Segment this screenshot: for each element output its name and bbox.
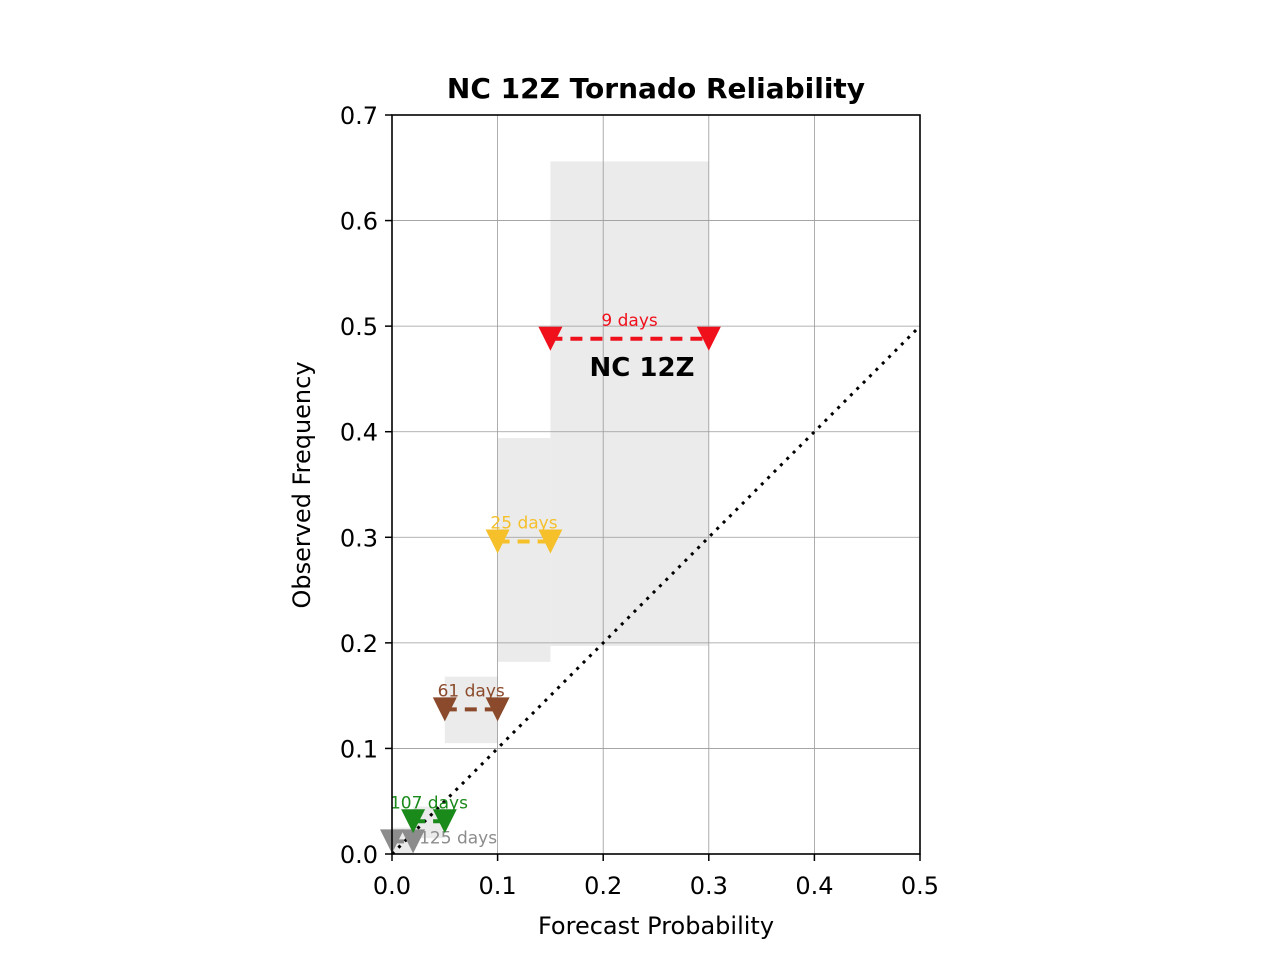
x-tick-label-4: 0.4 [795, 872, 833, 900]
region-annotation: NC 12Z [590, 353, 695, 383]
x-axis-ticks: 0.0 0.1 0.2 0.3 0.4 0.5 [373, 854, 939, 900]
x-tick-label-2: 0.2 [584, 872, 622, 900]
y-tick-label-7: 0.7 [340, 102, 378, 130]
x-tick-label-1: 0.1 [479, 872, 517, 900]
bin-marker-high-1 [432, 809, 457, 834]
y-axis-ticks: 0.0 0.1 0.2 0.3 0.4 0.5 0.6 0.7 [340, 102, 392, 869]
ci-box-3 [497, 438, 551, 662]
bin-marker-high-4 [696, 326, 721, 351]
bin-days-label-1: 107 days [390, 793, 468, 813]
y-tick-label-5: 0.5 [340, 313, 378, 341]
plot-frame [391, 114, 921, 855]
bin-days-label-3: 25 days [490, 514, 557, 534]
y-tick-label-4: 0.4 [340, 419, 378, 447]
bin-marker-high-3 [538, 529, 563, 554]
y-tick-label-2: 0.2 [340, 630, 378, 658]
confidence-interval-boxes [392, 161, 709, 854]
bin-days-label-2: 61 days [438, 681, 505, 701]
x-axis-label: Forecast Probability [538, 912, 774, 940]
bin-days-label-4: 9 days [601, 311, 657, 331]
perfect-reliability-line [390, 325, 922, 856]
y-tick-label-0: 0.0 [340, 841, 378, 869]
y-axis-label: Observed Frequency [288, 361, 316, 608]
bin-marker-low-4 [538, 326, 563, 351]
bin-marker-low-2 [432, 697, 457, 722]
bin-marker-low-1 [401, 809, 426, 834]
y-tick-label-6: 0.6 [340, 208, 378, 236]
y-tick-label-1: 0.1 [340, 735, 378, 763]
x-tick-label-3: 0.3 [690, 872, 728, 900]
bin-marker-low-3 [485, 529, 510, 554]
bin-marker-high-2 [485, 697, 510, 722]
bin-days-label-0: 125 days [419, 828, 497, 848]
x-tick-label-5: 0.5 [901, 872, 939, 900]
x-tick-label-0: 0.0 [373, 872, 411, 900]
ci-box-4 [550, 161, 709, 647]
bin-marker-high-0 [401, 829, 426, 854]
y-tick-label-3: 0.3 [340, 524, 378, 552]
chart-title: NC 12Z Tornado Reliability [447, 72, 865, 105]
